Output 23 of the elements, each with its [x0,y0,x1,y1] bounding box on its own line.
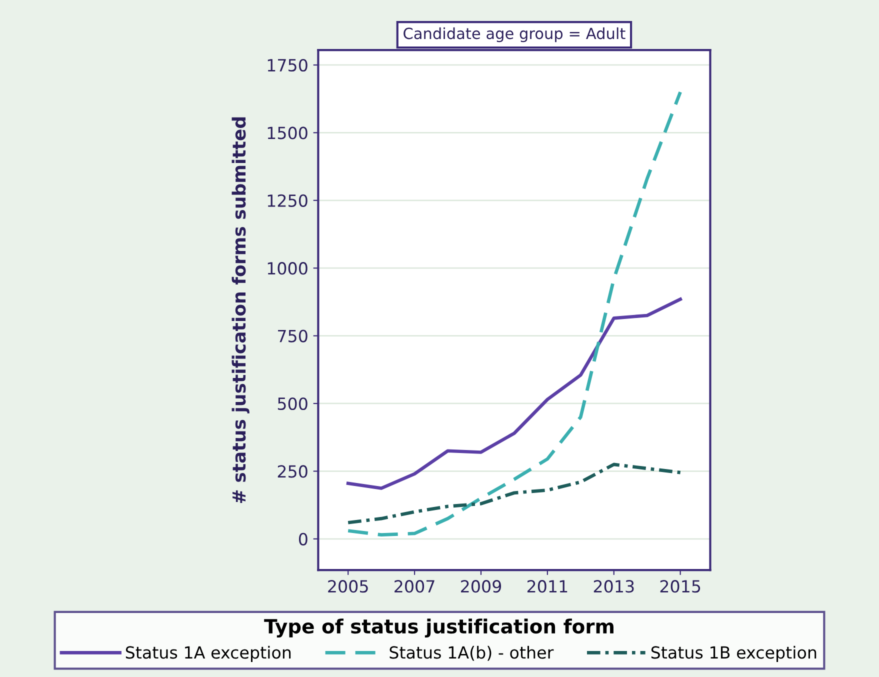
x-tick-label: 2011 [527,580,568,593]
y-tick-label: 1000 [268,262,308,275]
x-tick-label: 2009 [461,580,502,593]
line-series [346,298,682,490]
y-tick-label: 1750 [268,58,308,72]
y-tick-label: 1250 [268,194,308,207]
legend-label: Status 1A(b) - other [390,646,554,661]
legend-label: Status 1A exception [126,646,291,662]
y-tick-label: 0 [298,532,308,546]
y-tick-label: 250 [278,465,308,478]
y-tick-label: 1500 [268,126,308,140]
chart-subtitle: Candidate age group = Adult [404,27,626,42]
line-series [346,90,682,536]
legend-title: Type of status justification form [264,618,614,638]
y-axis-title: # status justification forms submitted [232,117,250,504]
x-tick-label: 2007 [394,580,434,593]
legend-label: Status 1B exception [651,646,816,662]
x-tick-label: 2013 [594,580,634,593]
x-tick-label: 2015 [660,580,700,593]
x-tick-label: 2005 [328,580,368,593]
y-tick-label: 500 [278,397,308,410]
y-tick-label: 750 [278,330,308,342]
line-series [346,462,682,524]
